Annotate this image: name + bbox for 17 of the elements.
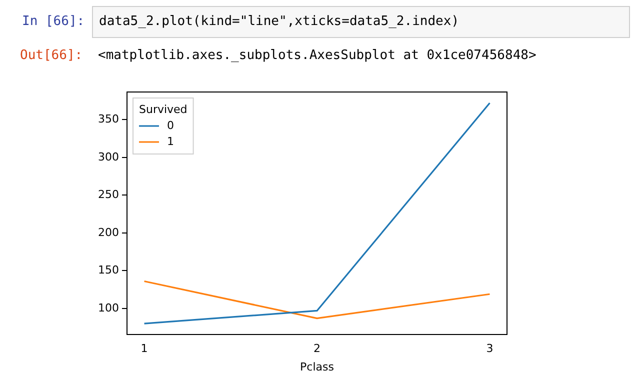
y-tick-label: 250 xyxy=(98,188,119,202)
text: data5_2.plot(kind="line",xticks=data5_2.index) xyxy=(92,6,630,38)
x-axis-title: Pclass xyxy=(300,360,334,374)
y-tick-label: 300 xyxy=(98,150,119,164)
x-tick-label: 1 xyxy=(140,342,148,356)
text: In [66]: xyxy=(22,14,85,29)
text: <matplotlib.axes._subplots.AxesSubplot at 0x1ce07456848> xyxy=(98,48,536,63)
legend-label: 0 xyxy=(166,118,174,132)
y-tick-label: 100 xyxy=(98,301,119,314)
y-tick-label: 350 xyxy=(98,112,119,126)
text: Out[66]: xyxy=(20,48,83,63)
x-tick-label: 2 xyxy=(314,342,320,356)
y-tick-label: 200 xyxy=(98,226,119,239)
y-tick-label: 150 xyxy=(98,264,119,277)
legend-label: 1 xyxy=(166,134,174,148)
x-tick-label: 3 xyxy=(486,342,494,356)
legend-title: Survived xyxy=(138,102,188,116)
